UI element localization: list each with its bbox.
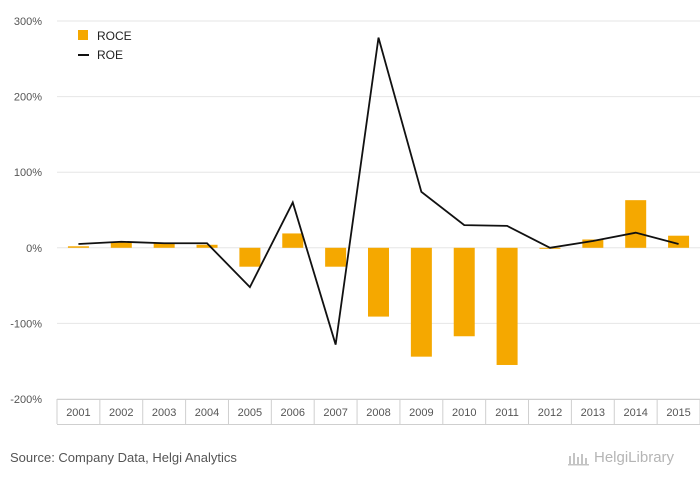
x-tick-label: 2007 [323,407,347,419]
y-tick-label: 300% [14,16,42,28]
roce-bars [67,200,690,365]
y-tick-label: -100% [10,318,42,330]
legend-roe-label: ROE [97,48,123,62]
roce-bar [153,243,175,248]
roe-line [78,37,679,345]
x-axis: 2001 2002 2003 2004 2005 2006 2007 2008 2009 2010… [56,399,700,425]
x-tick-label: 2006 [281,407,305,419]
roce-bar [410,247,432,357]
gridlines [57,20,700,400]
source-note: Source: Company Data, Helgi Analytics [10,450,237,465]
legend-roce-swatch [78,30,88,40]
roce-bar [325,247,347,267]
x-tick-label: 2001 [66,407,90,419]
y-axis-ticks: 300% 200% 100% 0% -100% -200% [10,16,42,406]
x-tick-label: 2011 [495,407,519,419]
y-tick-label: 0% [26,243,42,255]
roce-bar [67,246,89,248]
roce-bar [453,247,475,337]
roce-bar [239,247,261,267]
helgi-library-logo-icon [568,452,589,465]
chart: 300%200%100%0%-100%-200% 2001 2002 2003 200… [10,16,700,425]
roce-bar [368,247,389,317]
x-tick-label: 2013 [581,407,605,419]
y-tick-label: 100% [14,167,42,179]
x-tick-label: 2014 [623,407,647,419]
x-tick-label: 2010 [452,407,476,419]
roce-bar [282,233,304,248]
roce-bar [496,247,518,365]
y-tick-label: 200% [14,92,42,104]
roce-bar [196,244,218,248]
brand-logo[interactable]: HelgiLibrary [568,449,674,466]
legend-roce-label: ROCE [97,29,132,43]
x-tick-label: 2012 [538,407,562,419]
roce-bar [625,200,647,248]
roce-bar [582,239,604,248]
legend: ROCE ROE [78,29,132,62]
roce-bar [110,242,132,248]
brand-name: HelgiLibrary [594,449,675,466]
x-tick-label: 2003 [152,407,176,419]
x-tick-label: 2008 [366,407,390,419]
x-tick-label: 2004 [195,407,219,419]
roce-bar [668,235,690,248]
x-tick-label: 2015 [666,407,690,419]
y-tick-label: -200% [10,394,42,406]
x-tick-label: 2009 [409,407,433,419]
x-tick-label: 2005 [238,407,262,419]
x-tick-label: 2002 [109,407,133,419]
